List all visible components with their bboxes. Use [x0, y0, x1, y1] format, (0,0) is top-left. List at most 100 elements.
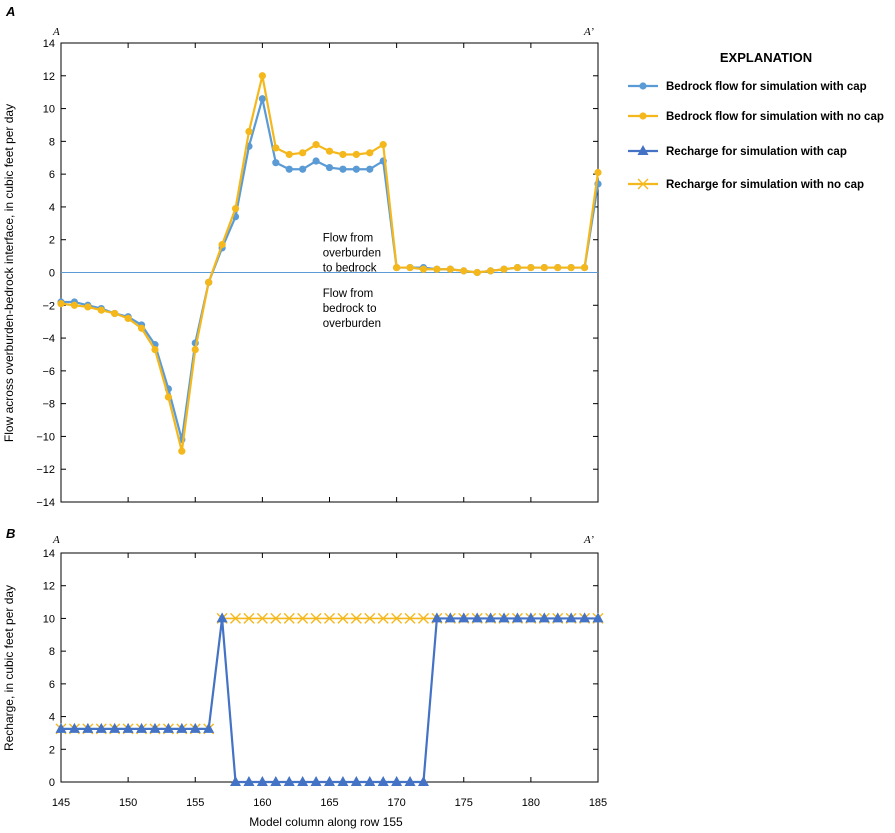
panel-a-data-point — [285, 150, 293, 159]
panel-b-data-point — [256, 612, 268, 624]
panel-b-data-point — [552, 612, 564, 623]
panel-b-data-point — [324, 776, 335, 786]
panel-a-section-end: A’ — [583, 26, 594, 38]
panel-a-data-point — [419, 265, 428, 273]
panel-b-plot-area: 0 2 4 6 8 10 12 14 145 150 155 160 165 170 175 180 185 — [43, 548, 607, 809]
legend-swatch-marker — [639, 82, 647, 90]
panel-b-data-point — [283, 776, 295, 786]
panel-b-data-point — [377, 776, 389, 786]
panel-b-data-point — [525, 612, 537, 623]
panel-a-y-tick-label: −12 — [36, 464, 55, 476]
panel-b-frame — [60, 552, 599, 783]
panel-a-plot-area: −14 −12 −10 −8 −6 −4 −2 0 2 4 6 8 10 12 14 Flow from ove… — [36, 38, 602, 509]
panel-b-data-point — [579, 612, 591, 623]
panel-a-data-point — [70, 301, 79, 309]
legend-title: EXPLANATION — [720, 50, 812, 65]
panel-b-series-0 — [55, 612, 604, 735]
panel-b-series-line — [61, 617, 598, 784]
panel-a-data-point — [460, 267, 468, 275]
panel-b-data-point — [55, 722, 67, 733]
legend-label: Recharge for simulation with cap — [666, 146, 847, 158]
panel-a-data-point — [111, 309, 119, 318]
panel-b-x-axis-label: Model column along row 155 — [249, 815, 403, 829]
panel-a-y-tick-label: 4 — [49, 202, 55, 214]
panel-a-data-point — [325, 163, 334, 172]
panel-a-data-point — [393, 263, 401, 272]
panel-a-data-point — [487, 267, 495, 275]
panel-b-data-point — [270, 612, 282, 624]
panel-a-data-point — [406, 263, 414, 272]
panel-a-annotation-line: Flow from — [323, 288, 373, 300]
panel-a-annotation: Flow from bedrock to overburden — [323, 288, 381, 330]
panel-a-data-point — [57, 300, 65, 308]
panel-a-data-point — [352, 165, 360, 173]
panel-b-x-tick-label: 155 — [186, 797, 204, 809]
panel-a-annotation-line: bedrock to — [323, 303, 377, 315]
panel-b-data-point — [162, 722, 174, 733]
panel-a-data-point — [178, 447, 186, 455]
panel-a-data-point — [191, 345, 199, 354]
panel-b-data-point — [471, 612, 483, 623]
panel-a-data-point — [473, 268, 481, 277]
panel-a-y-tick-label: −14 — [36, 497, 55, 509]
panel-a-y-tick-label: 0 — [49, 268, 55, 280]
panel-a-y-tick-label: −10 — [36, 431, 55, 443]
panel-a-data-point — [124, 314, 132, 322]
panel-b-data-point — [404, 612, 416, 624]
legend-swatch-marker — [637, 178, 649, 190]
panel-b-data-point — [68, 722, 80, 733]
panel-b-data-point — [538, 612, 550, 623]
panel-a-y-axis-label: Flow across overburden-bedrock interface… — [2, 104, 16, 442]
panel-b-y-tick-label: 2 — [49, 744, 55, 756]
panel-b-data-point — [404, 776, 416, 786]
panel-a-data-point — [580, 263, 589, 272]
panel-a-data-point — [366, 149, 374, 157]
panel-b-data-point — [82, 722, 94, 733]
panel-a-data-point — [299, 165, 307, 173]
panel-a-annotation-line: overburden — [323, 247, 381, 259]
panel-b-y-tick-label: 14 — [43, 548, 55, 560]
panel-a-annotation-line: Flow from — [323, 232, 373, 244]
panel-b-section-start: A — [52, 534, 60, 546]
panel-b-data-point — [485, 612, 497, 623]
legend-items: Bedrock flow for simulation with cap Bedr… — [628, 81, 884, 191]
panel-a-data-point — [164, 393, 172, 401]
panel-a-data-point — [245, 127, 253, 136]
panel-b-data-point — [377, 612, 389, 624]
panel-b-x-tick-label: 175 — [455, 797, 473, 809]
panel-a-y-tick-label: −6 — [42, 366, 55, 378]
panel-b-data-point — [444, 612, 456, 623]
panel-b-data-point — [417, 612, 429, 624]
panel-a-data-point — [218, 241, 226, 249]
panel-b-data-point — [256, 776, 268, 786]
panel-b-data-point — [310, 612, 322, 624]
panel-a-data-point — [312, 157, 320, 165]
panel-b-data-point — [324, 612, 335, 624]
panel-a-y-tick-label: 2 — [49, 235, 55, 247]
panel-a-data-point — [325, 147, 334, 155]
panel-b-x-tick-label: 165 — [320, 797, 338, 809]
panel-b-data-point — [189, 722, 201, 733]
panel-a-data-point — [339, 165, 347, 173]
panel-a-data-point — [433, 265, 441, 273]
legend-item: Recharge for simulation with no cap — [628, 178, 864, 191]
panel-b-data-point — [458, 612, 470, 623]
panel-a-label: A — [5, 4, 15, 19]
panel-a-data-point — [151, 345, 159, 354]
panel-a-data-point — [567, 263, 575, 272]
panel-a-data-point — [137, 324, 146, 332]
panel-b-data-point — [310, 776, 322, 786]
panel-b-x-tick-label: 180 — [522, 797, 540, 809]
panel-a-data-point — [97, 306, 105, 314]
panel-a-series-1 — [57, 72, 602, 455]
panel-b-data-point — [95, 722, 107, 733]
panel-b-x-tick-label: 150 — [119, 797, 137, 809]
panel-a-annotation-line: overburden — [323, 318, 381, 330]
panel-a-data-point — [446, 265, 454, 273]
panel-b-data-point — [337, 776, 349, 786]
legend: EXPLANATION Bedrock flow for simulation … — [628, 50, 884, 191]
panel-a-data-point — [299, 149, 307, 157]
panel-a-data-point — [205, 278, 213, 286]
panel-b-y-tick-label: 0 — [49, 777, 55, 789]
